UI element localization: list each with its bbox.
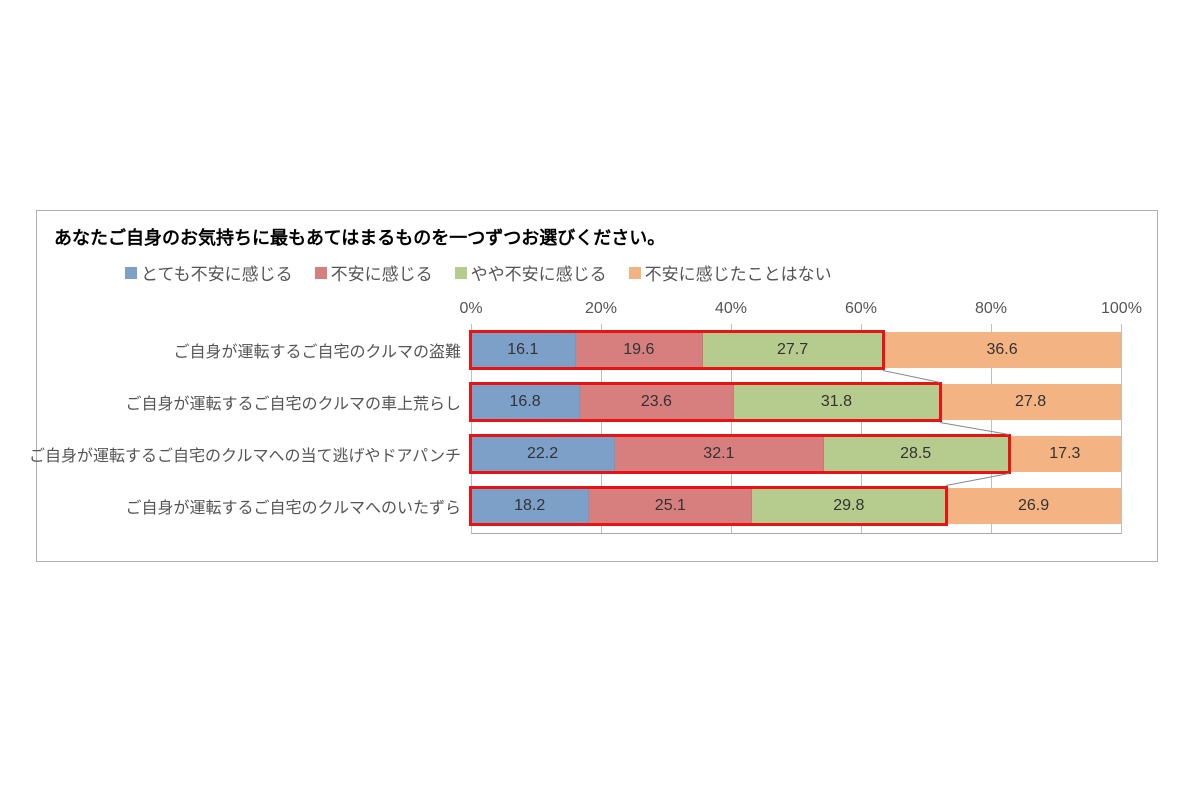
bar-track: 16.1 19.6 27.7 36.6 (471, 332, 1121, 368)
bar-value-label: 27.7 (777, 341, 808, 359)
bar-value-label: 36.6 (986, 341, 1017, 359)
bar-segment: 32.1 (615, 436, 823, 472)
legend-item-3: 不安に感じたことはない (629, 260, 832, 285)
legend-swatch (455, 267, 467, 279)
gridline (1121, 324, 1122, 534)
bar-value-label: 26.9 (1018, 497, 1049, 515)
bar-track: 18.2 25.1 29.8 26.9 (471, 488, 1121, 524)
bar-track: 22.2 32.1 28.5 17.3 (471, 436, 1121, 472)
chart-legend: とても不安に感じる 不安に感じる やや不安に感じる 不安に感じたことはない (125, 260, 832, 285)
x-axis-tick-label: 100% (1101, 300, 1141, 318)
chart-title: あなたご自身のお気持ちに最もあてはまるものを一つずつお選びください。 (54, 224, 665, 250)
bar-value-label: 22.2 (527, 445, 558, 463)
legend-item-2: やや不安に感じる (455, 260, 607, 285)
x-axis-tick-label: 60% (841, 300, 881, 318)
bar-value-label: 27.8 (1015, 393, 1046, 411)
bar-segment: 26.9 (946, 488, 1121, 524)
bar-segment: 27.8 (940, 384, 1121, 420)
legend-swatch (315, 267, 327, 279)
bar-row: ご自身が運転するご自宅のクルマの車上荒らし16.823.631.827.8 (471, 376, 1121, 428)
bar-segment: 28.5 (824, 436, 1009, 472)
legend-swatch (629, 267, 641, 279)
bar-segment: 16.8 (471, 384, 580, 420)
bar-value-label: 32.1 (703, 445, 734, 463)
legend-swatch (125, 267, 137, 279)
plot-bottom-border (471, 533, 1121, 534)
bar-value-label: 19.6 (623, 341, 654, 359)
bar-segment: 29.8 (752, 488, 946, 524)
legend-label: とても不安に感じる (141, 260, 293, 285)
x-axis-tick-label: 40% (711, 300, 751, 318)
category-label: ご自身が運転するご自宅のクルマの車上荒らし (125, 390, 471, 414)
bar-row: ご自身が運転するご自宅のクルマへの当て逃げやドアパンチ22.232.128.51… (471, 428, 1121, 480)
bar-value-label: 18.2 (514, 497, 545, 515)
bar-value-label: 29.8 (833, 497, 864, 515)
legend-label: 不安に感じたことはない (645, 260, 832, 285)
bar-segment: 17.3 (1009, 436, 1121, 472)
bar-row: ご自身が運転するご自宅のクルマの盗難16.119.627.736.6 (471, 324, 1121, 376)
bar-segment: 23.6 (580, 384, 733, 420)
bar-segment: 18.2 (471, 488, 589, 524)
bar-value-label: 31.8 (821, 393, 852, 411)
bar-value-label: 25.1 (655, 497, 686, 515)
bar-value-label: 28.5 (900, 445, 931, 463)
bar-row: ご自身が運転するご自宅のクルマへのいたずら18.225.129.826.9 (471, 480, 1121, 532)
bar-value-label: 16.8 (510, 393, 541, 411)
bar-value-label: 16.1 (507, 341, 538, 359)
bar-segment: 25.1 (589, 488, 752, 524)
x-axis-tick-label: 80% (971, 300, 1011, 318)
bar-segment: 36.6 (883, 332, 1121, 368)
legend-label: やや不安に感じる (471, 260, 607, 285)
bar-segment: 31.8 (734, 384, 941, 420)
bar-segment: 27.7 (703, 332, 883, 368)
legend-item-1: 不安に感じる (315, 260, 433, 285)
legend-label: 不安に感じる (331, 260, 433, 285)
category-label: ご自身が運転するご自宅のクルマの盗難 (173, 338, 471, 362)
bar-segment: 16.1 (471, 332, 576, 368)
plot-area: ご自身が運転するご自宅のクルマの盗難16.119.627.736.6ご自身が運転… (471, 324, 1121, 534)
bar-value-label: 17.3 (1049, 445, 1080, 463)
legend-item-0: とても不安に感じる (125, 260, 293, 285)
bar-value-label: 23.6 (641, 393, 672, 411)
category-label: ご自身が運転するご自宅のクルマへの当て逃げやドアパンチ (29, 442, 471, 466)
x-axis-tick-label: 20% (581, 300, 621, 318)
bar-track: 16.8 23.6 31.8 27.8 (471, 384, 1121, 420)
x-axis-tick-label: 0% (451, 300, 491, 318)
category-label: ご自身が運転するご自宅のクルマへのいたずら (125, 494, 471, 518)
bar-segment: 22.2 (471, 436, 615, 472)
bar-segment: 19.6 (576, 332, 703, 368)
